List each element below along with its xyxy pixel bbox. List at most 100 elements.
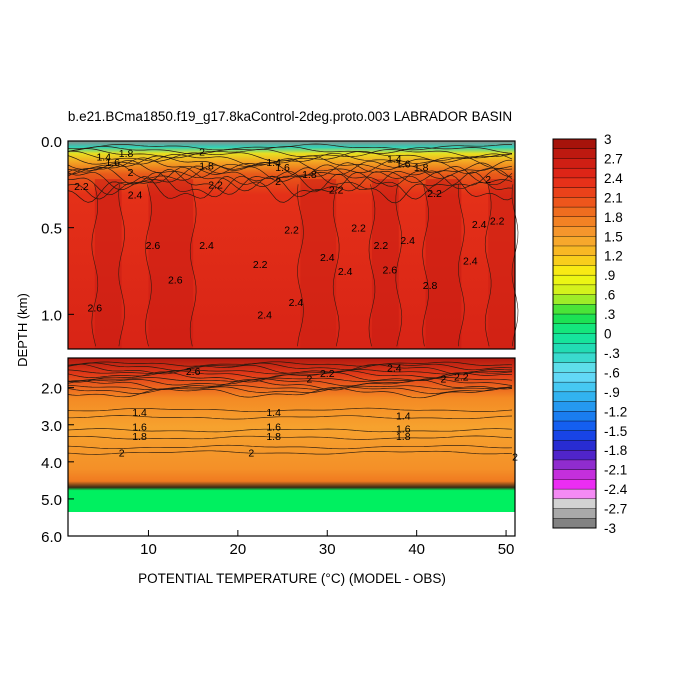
- warm-column: [94, 179, 122, 349]
- contour-line: [67, 362, 513, 371]
- contour-label: 2.2: [74, 181, 89, 193]
- contour-line: [67, 159, 513, 179]
- colorbar-swatch: [552, 206, 597, 218]
- contour-label: 2.6: [383, 264, 398, 276]
- contour-label: 2.4: [289, 297, 304, 309]
- contour-label: 2.4: [463, 256, 478, 268]
- contour-label: 1.8: [132, 431, 147, 443]
- contour-label: 1.8: [302, 169, 317, 181]
- contour-label: 2.4: [199, 240, 214, 252]
- colorbar-swatch: [552, 304, 597, 315]
- colorbar-swatch: [552, 177, 597, 189]
- contour-line: [67, 155, 513, 171]
- contour-line: [189, 184, 197, 347]
- contour-line: [67, 162, 513, 184]
- contour-label: 2.4: [338, 266, 353, 278]
- colorbar-swatch: [552, 158, 597, 169]
- contour-label: 2.2: [329, 185, 344, 197]
- contour-line: [67, 166, 513, 192]
- colorbar-swatch: [552, 148, 597, 159]
- warm-column: [371, 179, 399, 349]
- colorbar-swatch: [552, 469, 597, 480]
- contour-line: [67, 361, 513, 367]
- x-tick-label: 40: [408, 541, 425, 558]
- contour-label: 2.2: [490, 216, 505, 228]
- contour-label: 1.4: [266, 157, 281, 169]
- contour-line: [368, 184, 376, 347]
- y-tick-label: 0.5: [41, 221, 62, 238]
- y-axis-lower: 2.0 3.0 4.0 5.0 6.0: [41, 381, 74, 546]
- contour-line: [67, 371, 513, 383]
- colorbar-swatch: [552, 167, 597, 179]
- upper-panel-warm-columns: [94, 179, 515, 349]
- colorbar-label: -.9: [604, 385, 620, 400]
- contour-label: 1.8: [414, 162, 429, 174]
- lower-panel-fill: [68, 358, 515, 512]
- y-tick-label: 5.0: [41, 492, 62, 509]
- colorbar-label: -2.7: [604, 502, 627, 517]
- colorbar-swatch: [552, 430, 597, 441]
- contour-label: 1.4: [132, 407, 147, 419]
- lower-panel: [67, 357, 516, 537]
- colorbar-swatch: [552, 498, 597, 510]
- contour-label: 1.4: [266, 407, 281, 419]
- contour-label: 1.8: [266, 431, 281, 443]
- contour-label: 2: [248, 448, 254, 460]
- warm-column: [300, 179, 337, 349]
- contour-label: 2: [306, 373, 312, 385]
- contour-label: 1.8: [396, 431, 411, 443]
- colorbar-swatch: [552, 138, 597, 150]
- colorbar-swatch: [552, 352, 597, 364]
- contour-label: 2: [199, 146, 205, 158]
- contour-label: 2.6: [186, 366, 201, 378]
- y-tick-label: 1.0: [41, 307, 62, 324]
- contour-label: 2.6: [88, 302, 103, 314]
- contour-label: 1.8: [119, 148, 134, 160]
- y-tick-label: 6.0: [41, 529, 62, 546]
- x-tick-label: 50: [498, 541, 515, 558]
- colorbar-swatch: [552, 187, 597, 198]
- contour-label: 1.6: [396, 159, 411, 171]
- colorbar-swatch: [552, 343, 597, 354]
- y-tick-label: 4.0: [41, 455, 62, 472]
- contour-line: [67, 369, 513, 375]
- colorbar-swatch: [552, 294, 597, 305]
- contour-line: [67, 171, 513, 200]
- contour-label: 1.6: [105, 157, 120, 169]
- contour-label: 2: [512, 451, 518, 463]
- colorbar-label: 1.8: [604, 210, 623, 225]
- x-tick-label: 10: [140, 541, 157, 558]
- colorbar-swatch: [552, 226, 597, 237]
- contour-label: 2: [128, 167, 134, 179]
- colorbar-swatch: [552, 333, 597, 344]
- chart-title: b.e21.BCma1850.f19_g17.8kaControl-2deg.p…: [68, 109, 512, 124]
- colorbar-swatch: [552, 488, 597, 500]
- colorbar-label: 2.1: [604, 190, 623, 205]
- colorbar-swatch: [552, 440, 597, 451]
- contour-label: 2.2: [253, 259, 268, 271]
- contour-label: 2.2: [284, 224, 299, 236]
- contour-label: 2.2: [427, 188, 442, 200]
- colorbar-label: -.3: [604, 346, 620, 361]
- colorbar-swatch: [552, 479, 597, 490]
- colorbar-swatch: [552, 362, 597, 373]
- colorbar-label: .9: [604, 268, 615, 283]
- warm-column: [148, 179, 194, 349]
- contour-label: 2.2: [454, 372, 469, 384]
- contour-label: 1.6: [132, 422, 147, 434]
- colorbar-label: -3: [604, 521, 616, 536]
- colorbar-swatch: [552, 450, 597, 461]
- y-tick-label: 0.0: [41, 134, 62, 151]
- contour-label: 1.6: [266, 422, 281, 434]
- colorbar-label: .3: [604, 307, 615, 322]
- contour-line: [118, 184, 125, 347]
- contour-label: 1.6: [396, 423, 411, 435]
- contour-line: [145, 184, 152, 347]
- contour-label: 2.4: [387, 362, 402, 374]
- colorbar-swatch: [552, 391, 597, 403]
- contour-label: 2.2: [208, 179, 223, 191]
- colorbar-swatch: [552, 508, 597, 519]
- colorbar-swatch: [552, 411, 597, 422]
- colorbar-swatch: [552, 459, 597, 471]
- colorbar-label: -1.2: [604, 404, 627, 419]
